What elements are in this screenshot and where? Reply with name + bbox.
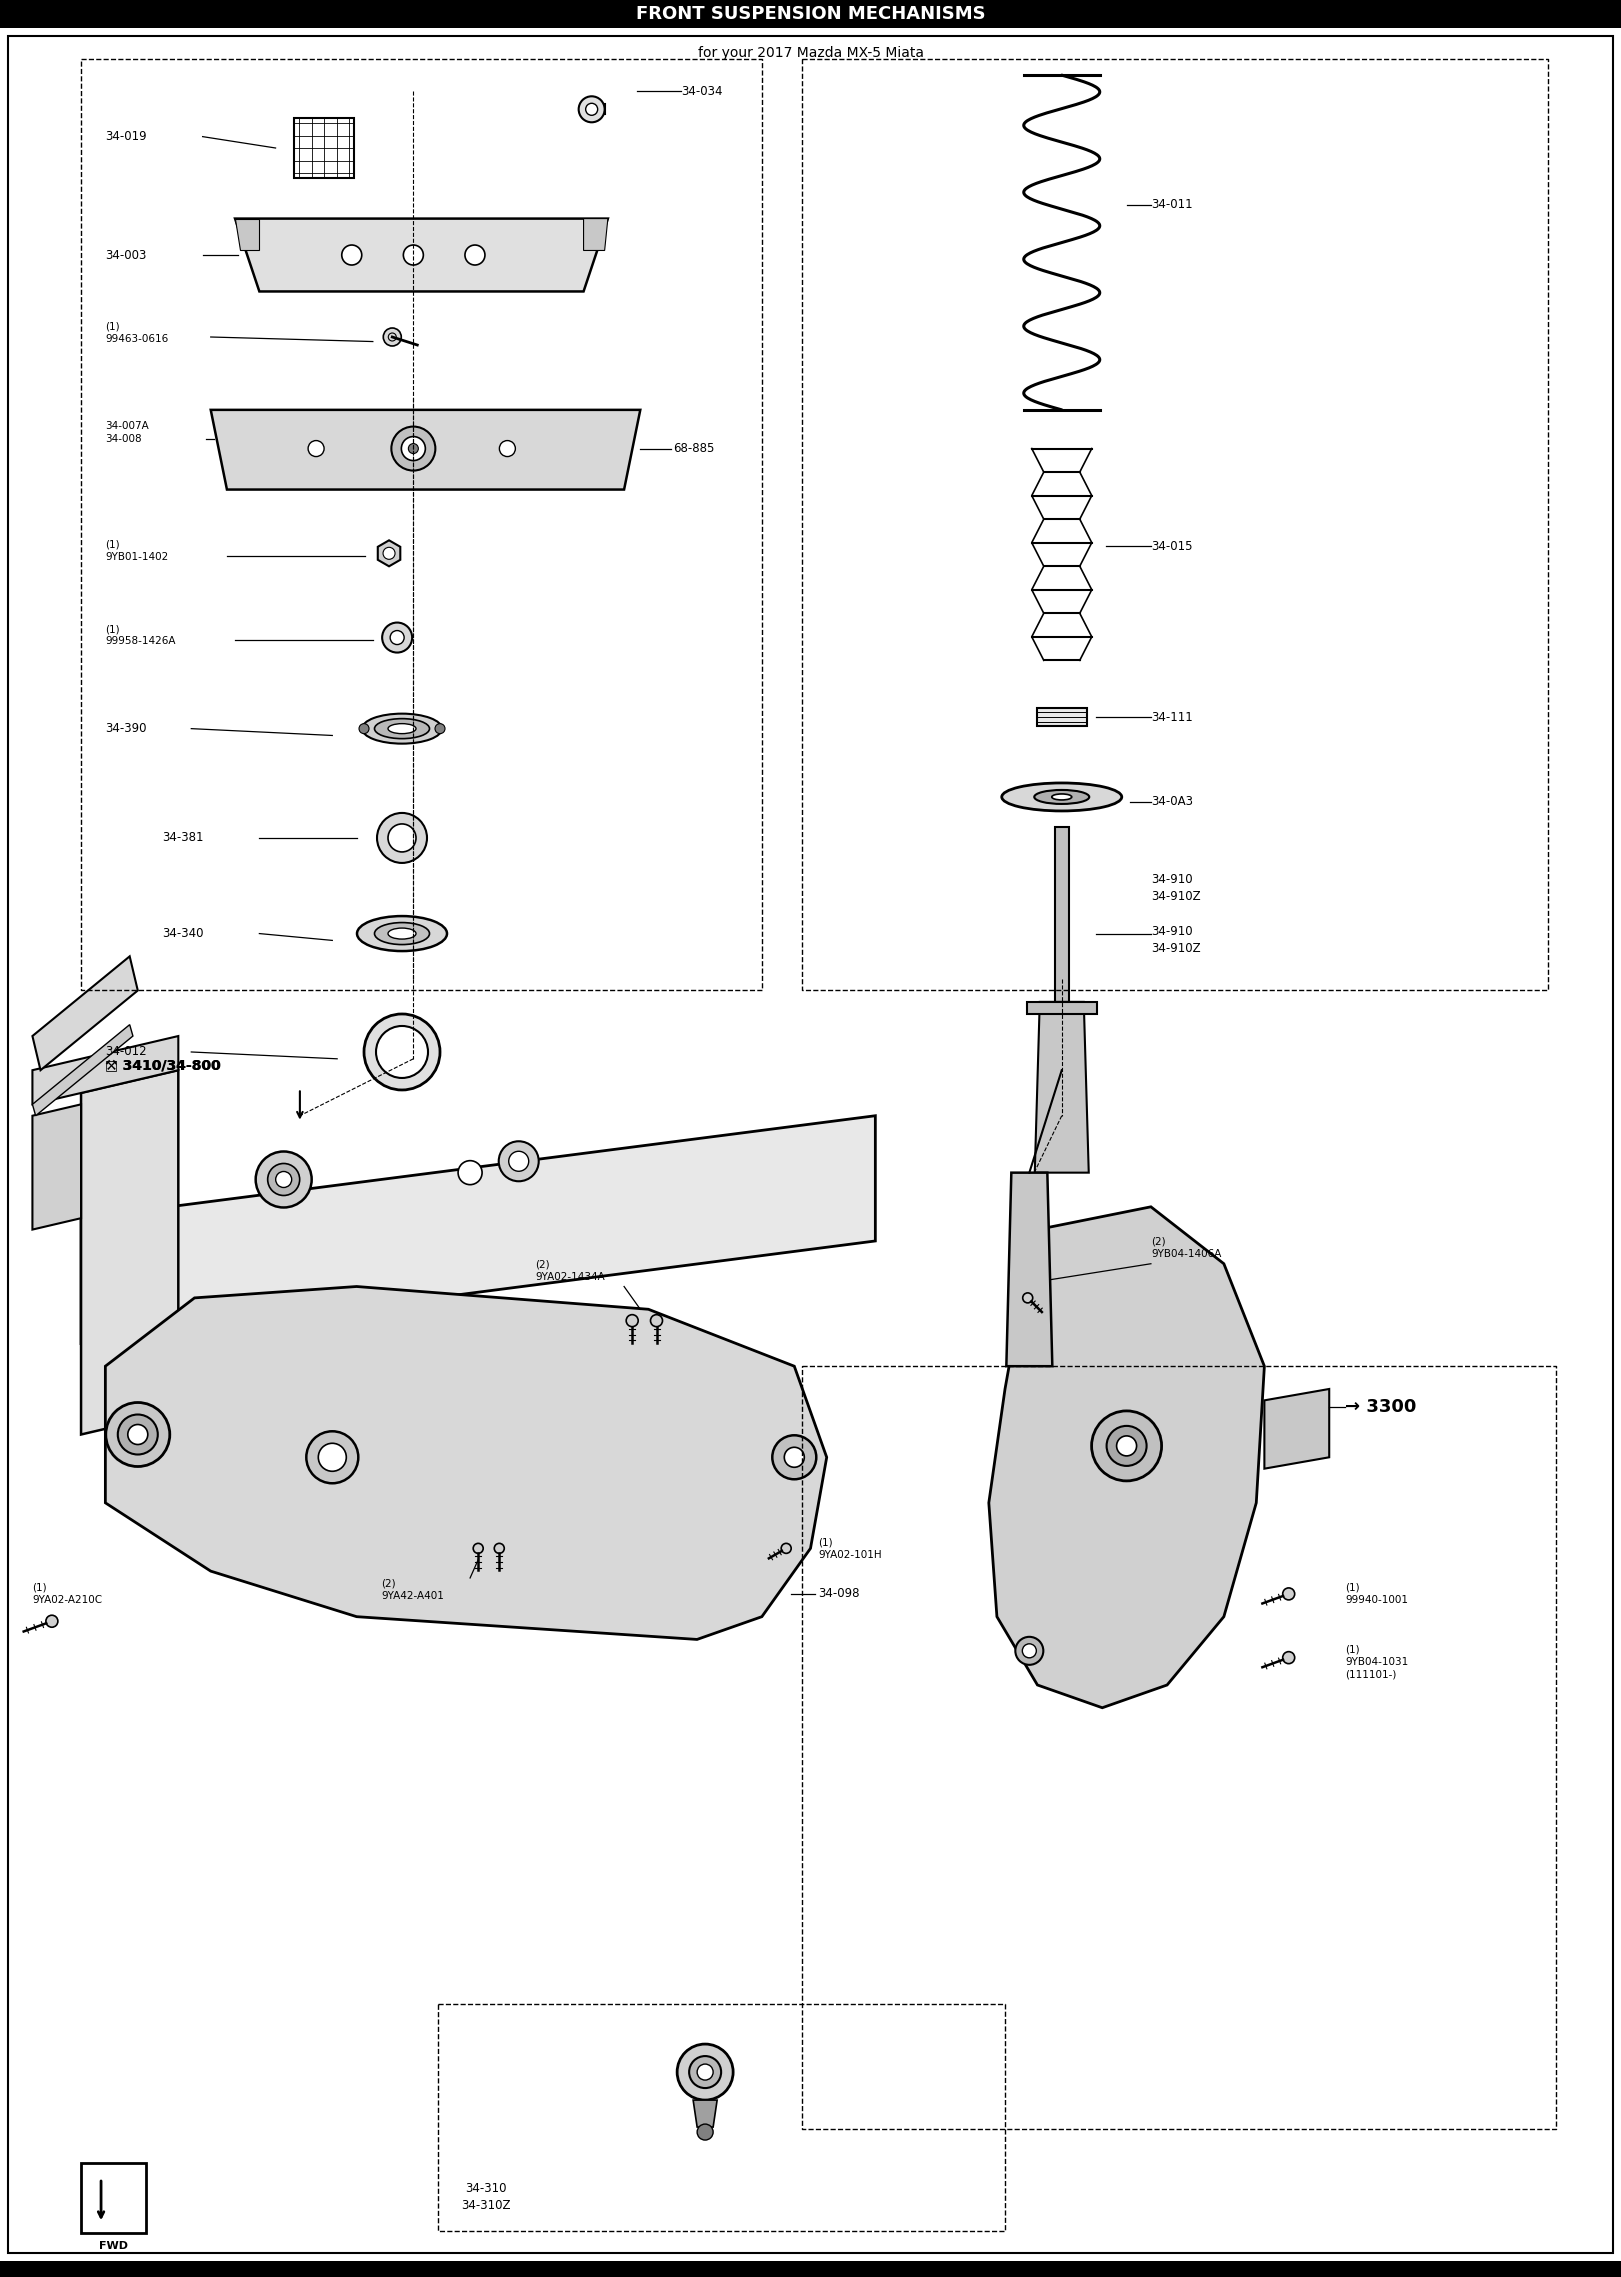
Ellipse shape — [1034, 790, 1089, 804]
Polygon shape — [235, 219, 608, 291]
Circle shape — [585, 102, 598, 116]
Text: □ 3410/34-800: □ 3410/34-800 — [105, 1059, 222, 1072]
Text: 34-007A
34-008: 34-007A 34-008 — [105, 421, 149, 444]
Circle shape — [1091, 1412, 1162, 1480]
Circle shape — [365, 1013, 439, 1091]
Text: 34-111: 34-111 — [1151, 710, 1193, 724]
Polygon shape — [1026, 1002, 1097, 1013]
Text: (1)
99958-1426A: (1) 99958-1426A — [105, 624, 175, 647]
Circle shape — [276, 1170, 292, 1189]
Circle shape — [1282, 1651, 1295, 1664]
Circle shape — [1117, 1437, 1136, 1455]
Text: 34-012: 34-012 — [105, 1045, 148, 1059]
Ellipse shape — [357, 915, 447, 952]
Text: (2)
9YA02-1434A: (2) 9YA02-1434A — [535, 1259, 605, 1282]
Circle shape — [1023, 1644, 1036, 1658]
Text: (1)
9YA02-A210C: (1) 9YA02-A210C — [32, 1583, 102, 1605]
Ellipse shape — [374, 922, 430, 945]
Circle shape — [45, 1614, 58, 1628]
Ellipse shape — [1002, 783, 1122, 811]
Ellipse shape — [387, 929, 417, 938]
Bar — [0, 2261, 1621, 2277]
Circle shape — [1107, 1425, 1146, 1466]
Text: (1)
9YB01-1402: (1) 9YB01-1402 — [105, 540, 169, 562]
Circle shape — [404, 246, 423, 264]
Polygon shape — [378, 540, 400, 567]
Circle shape — [499, 1141, 538, 1182]
Circle shape — [105, 1403, 170, 1466]
Circle shape — [318, 1444, 347, 1471]
Polygon shape — [32, 1104, 81, 1230]
Circle shape — [626, 1314, 639, 1327]
Circle shape — [391, 631, 404, 644]
Circle shape — [402, 437, 425, 460]
Polygon shape — [81, 1116, 875, 1343]
Text: 34-098: 34-098 — [819, 1587, 861, 1601]
Polygon shape — [584, 219, 608, 250]
Text: (1)
99940-1001: (1) 99940-1001 — [1345, 1583, 1409, 1605]
Polygon shape — [105, 1287, 827, 1639]
Text: for your 2017 Mazda MX-5 Miata: for your 2017 Mazda MX-5 Miata — [697, 46, 924, 59]
Polygon shape — [1037, 708, 1086, 726]
Polygon shape — [211, 410, 640, 490]
Circle shape — [342, 246, 361, 264]
Circle shape — [650, 1314, 663, 1327]
Text: 34-034: 34-034 — [681, 84, 723, 98]
Circle shape — [308, 439, 324, 458]
Circle shape — [772, 1435, 817, 1480]
Circle shape — [509, 1152, 528, 1170]
Circle shape — [391, 426, 436, 471]
Circle shape — [387, 824, 417, 852]
Text: 34-910
34-910Z: 34-910 34-910Z — [1151, 872, 1201, 904]
Circle shape — [378, 813, 426, 863]
Ellipse shape — [387, 724, 417, 733]
Text: FWD: FWD — [99, 2241, 128, 2252]
Ellipse shape — [1052, 795, 1071, 799]
Circle shape — [358, 724, 370, 733]
Bar — [0, 0, 1621, 27]
Polygon shape — [293, 118, 355, 178]
Text: 34-310
34-310Z: 34-310 34-310Z — [462, 2181, 511, 2213]
Polygon shape — [32, 1036, 178, 1104]
Circle shape — [494, 1544, 504, 1553]
Circle shape — [1282, 1587, 1295, 1601]
Polygon shape — [1034, 1002, 1089, 1173]
Circle shape — [306, 1432, 358, 1482]
Circle shape — [118, 1414, 157, 1455]
Polygon shape — [32, 956, 138, 1070]
Circle shape — [579, 96, 605, 123]
Circle shape — [465, 246, 485, 264]
Text: 34-381: 34-381 — [162, 831, 204, 845]
Polygon shape — [694, 2099, 716, 2127]
Text: 34-0A3: 34-0A3 — [1151, 795, 1193, 808]
Polygon shape — [1007, 1173, 1052, 1366]
Polygon shape — [989, 1207, 1264, 1708]
Circle shape — [408, 444, 418, 453]
Text: (1)
9YA02-101H: (1) 9YA02-101H — [819, 1537, 882, 1560]
Polygon shape — [1055, 827, 1068, 1070]
Circle shape — [1015, 1637, 1044, 1664]
Circle shape — [383, 622, 412, 653]
Polygon shape — [32, 1025, 133, 1116]
Circle shape — [678, 2045, 733, 2099]
Text: 34-390: 34-390 — [105, 722, 148, 735]
Polygon shape — [235, 219, 259, 250]
Circle shape — [781, 1544, 791, 1553]
Circle shape — [697, 2063, 713, 2081]
Circle shape — [1023, 1293, 1033, 1302]
Circle shape — [383, 546, 396, 560]
Circle shape — [473, 1544, 483, 1553]
Text: 34-340: 34-340 — [162, 927, 204, 940]
Circle shape — [785, 1448, 804, 1466]
Circle shape — [459, 1161, 481, 1184]
Circle shape — [128, 1425, 148, 1444]
Text: 34-910
34-910Z: 34-910 34-910Z — [1151, 924, 1201, 956]
Text: 34-011: 34-011 — [1151, 198, 1193, 212]
Text: 34-019: 34-019 — [105, 130, 148, 143]
Text: 34-015: 34-015 — [1151, 540, 1193, 553]
Circle shape — [434, 724, 446, 733]
Polygon shape — [1264, 1389, 1329, 1469]
Ellipse shape — [361, 713, 443, 745]
Circle shape — [697, 2124, 713, 2140]
Text: (1)
99463-0616: (1) 99463-0616 — [105, 321, 169, 344]
